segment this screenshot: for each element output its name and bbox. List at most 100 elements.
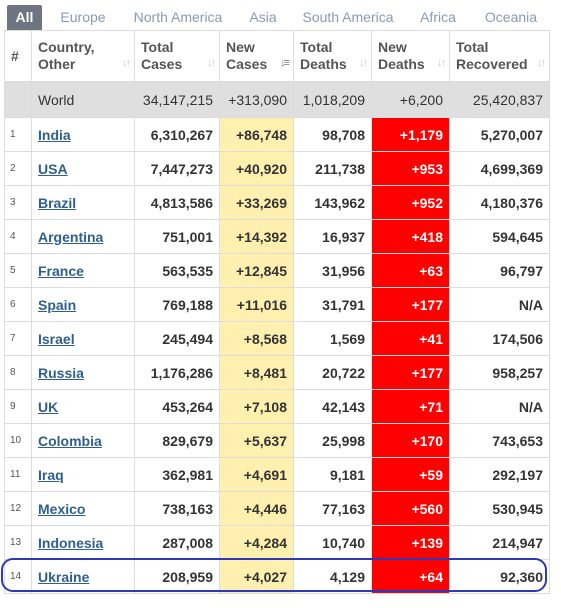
row-number: 6: [4, 287, 32, 322]
row-number: 4: [4, 219, 32, 254]
country-name: World: [31, 81, 135, 118]
total-recovered-cell: 530,945: [449, 491, 550, 526]
new-deaths-cell: +177: [371, 287, 450, 322]
country-link[interactable]: Brazil: [38, 194, 77, 211]
table-row: 2 USA 7,447,273 +40,920 211,738 +953 4,699,369: [4, 151, 550, 186]
country-name: Mexico: [31, 491, 135, 526]
country-link[interactable]: Russia: [38, 364, 84, 381]
table-row: 10 Colombia 829,679 +5,637 25,998 +170 743,653: [4, 423, 550, 458]
country-name: Ukraine: [31, 559, 135, 594]
tab-oceania[interactable]: Oceania: [484, 9, 538, 25]
row-number: [4, 81, 32, 118]
country-link[interactable]: Indonesia: [38, 534, 104, 551]
total-cases-cell: 769,188: [134, 287, 220, 322]
new-cases-cell: +7,108: [219, 389, 294, 424]
row-number: 8: [4, 355, 32, 390]
sort-arrows-icon: ↓↑: [359, 57, 368, 69]
total-cases-cell: 4,813,586: [134, 185, 220, 220]
row-number: 14: [4, 559, 32, 594]
new-deaths-cell: +170: [371, 423, 450, 458]
country-link[interactable]: USA: [38, 160, 68, 177]
country-link[interactable]: Mexico: [38, 500, 86, 517]
total-cases-cell: 1,176,286: [134, 355, 220, 390]
tab-asia[interactable]: Asia: [249, 9, 277, 25]
row-number: 10: [4, 423, 32, 458]
new-deaths-cell: +952: [371, 185, 450, 220]
new-cases-cell: +4,446: [219, 491, 294, 526]
country-link[interactable]: India: [38, 126, 71, 143]
row-number: 12: [4, 491, 32, 526]
table-row: 13 Indonesia 287,008 +4,284 10,740 +139 214,94…: [4, 525, 550, 560]
header-new-deaths[interactable]: New Deaths ↓↑: [371, 30, 450, 82]
country-name: India: [31, 117, 135, 152]
country-name: Russia: [31, 355, 135, 390]
total-deaths-cell: 98,708: [293, 117, 372, 152]
new-cases-cell: +8,481: [219, 355, 294, 390]
new-cases-cell: +4,284: [219, 525, 294, 560]
total-cases-cell: 7,447,273: [134, 151, 220, 186]
new-deaths-cell: +63: [371, 253, 450, 288]
tab-all[interactable]: All: [7, 5, 42, 30]
region-tabs: All Europe North America Asia South Amer…: [0, 0, 561, 32]
new-deaths-cell: +953: [371, 151, 450, 186]
new-deaths-cell: +6,200: [371, 81, 450, 118]
tab-south-america[interactable]: South America: [302, 9, 394, 25]
total-recovered-cell: 214,947: [449, 525, 550, 560]
total-cases-cell: 6,310,267: [134, 117, 220, 152]
total-recovered-cell: 292,197: [449, 457, 550, 492]
total-deaths-cell: 25,998: [293, 423, 372, 458]
total-recovered-cell: 958,257: [449, 355, 550, 390]
header-num[interactable]: #: [4, 30, 32, 82]
country-link[interactable]: Colombia: [38, 432, 102, 449]
header-total-recovered[interactable]: Total Recovered ↓↑: [449, 30, 550, 82]
country-name: Israel: [31, 321, 135, 356]
total-recovered-cell: 4,180,376: [449, 185, 550, 220]
header-total-cases[interactable]: Total Cases ↓↑: [134, 30, 220, 82]
sort-arrows-icon: ↓↑: [537, 57, 546, 69]
total-cases-cell: 287,008: [134, 525, 220, 560]
total-recovered-cell: 25,420,837: [449, 81, 550, 118]
row-number: 1: [4, 117, 32, 152]
tab-north-america[interactable]: North America: [133, 9, 223, 25]
country-link[interactable]: Israel: [38, 330, 75, 347]
tab-africa[interactable]: Africa: [420, 9, 456, 25]
country-name: UK: [31, 389, 135, 424]
new-cases-cell: +14,392: [219, 219, 294, 254]
country-link[interactable]: Ukraine: [38, 568, 90, 585]
total-recovered-cell: 174,506: [449, 321, 550, 356]
total-deaths-cell: 4,129: [293, 559, 372, 594]
total-deaths-cell: 20,722: [293, 355, 372, 390]
row-number: 13: [4, 525, 32, 560]
row-number: 9: [4, 389, 32, 424]
table-row: 6 Spain 769,188 +11,016 31,791 +177 N/A: [4, 287, 550, 322]
country-link[interactable]: UK: [38, 398, 59, 415]
total-deaths-cell: 31,956: [293, 253, 372, 288]
new-deaths-cell: +59: [371, 457, 450, 492]
country-link[interactable]: France: [38, 262, 84, 279]
row-number: 7: [4, 321, 32, 356]
country-name: Indonesia: [31, 525, 135, 560]
total-deaths-cell: 42,143: [293, 389, 372, 424]
total-cases-cell: 751,001: [134, 219, 220, 254]
new-cases-cell: +4,691: [219, 457, 294, 492]
country-link[interactable]: Argentina: [38, 228, 104, 245]
country-name: Iraq: [31, 457, 135, 492]
table-row: 8 Russia 1,176,286 +8,481 20,722 +177 958,257: [4, 355, 550, 390]
header-total-deaths[interactable]: Total Deaths ↓↑: [293, 30, 372, 82]
total-recovered-cell: 594,645: [449, 219, 550, 254]
new-cases-cell: +313,090: [219, 81, 294, 118]
header-country[interactable]: Country, Other ↓↑: [31, 30, 135, 82]
total-deaths-cell: 211,738: [293, 151, 372, 186]
total-deaths-cell: 9,181: [293, 457, 372, 492]
country-link[interactable]: Spain: [38, 296, 77, 313]
total-cases-cell: 362,981: [134, 457, 220, 492]
tab-europe[interactable]: Europe: [60, 9, 106, 25]
row-number: 3: [4, 185, 32, 220]
total-deaths-cell: 1,018,209: [293, 81, 372, 118]
new-cases-cell: +8,568: [219, 321, 294, 356]
header-new-cases[interactable]: New Cases ↓≡: [219, 30, 294, 82]
total-deaths-cell: 77,163: [293, 491, 372, 526]
country-link[interactable]: Iraq: [38, 466, 64, 483]
total-recovered-cell: 4,699,369: [449, 151, 550, 186]
new-deaths-cell: +177: [371, 355, 450, 390]
